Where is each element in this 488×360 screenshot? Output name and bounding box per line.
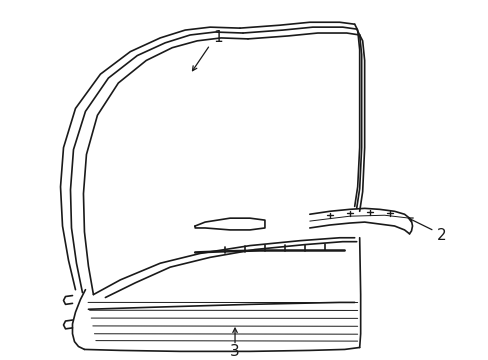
Text: 3: 3 [230,344,240,359]
Text: 2: 2 [436,228,446,243]
Text: 1: 1 [213,30,223,45]
